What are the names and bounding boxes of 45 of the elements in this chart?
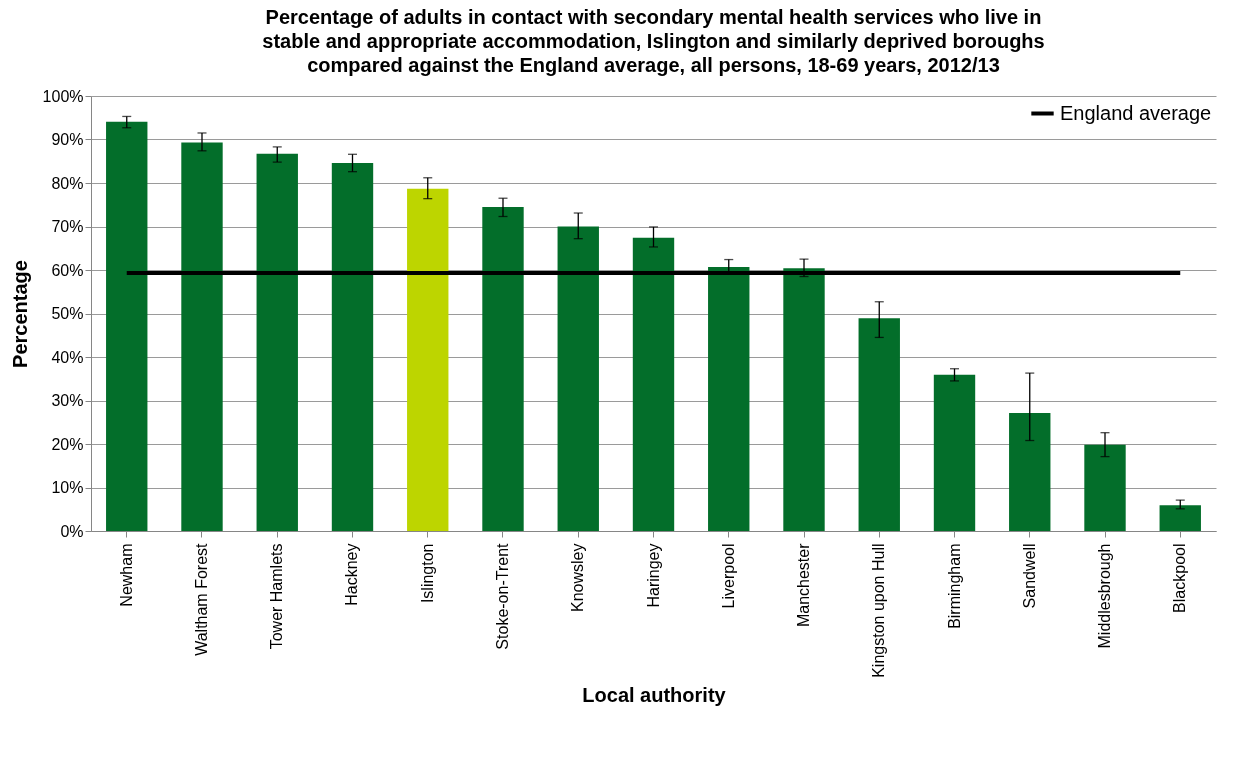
- bar: [181, 142, 223, 531]
- bar: [557, 226, 599, 531]
- bar: [858, 318, 900, 531]
- x-axis-title: Local authority: [582, 683, 727, 706]
- bar: [407, 188, 449, 531]
- x-tick-label: Islington: [418, 543, 436, 604]
- x-tick-label: Tower Hamlets: [268, 543, 286, 650]
- bar: [482, 206, 524, 531]
- x-tick-label: Stoke-on-Trent: [494, 542, 511, 650]
- x-tick-label: Sandwell: [1020, 543, 1038, 609]
- x-tick-label: Birmingham: [945, 543, 963, 629]
- y-tick-label: 50%: [51, 305, 84, 322]
- bar: [783, 268, 825, 531]
- y-tick-label: 10%: [51, 479, 84, 496]
- x-tick-label: Liverpool: [719, 543, 737, 609]
- bar: [256, 153, 298, 531]
- y-tick-label: 90%: [51, 131, 84, 148]
- y-axis-title: Percentage: [8, 260, 31, 368]
- bar: [708, 266, 750, 531]
- y-tick-label: 30%: [51, 392, 84, 409]
- x-tick-label: Hackney: [343, 543, 361, 606]
- bar: [1009, 413, 1051, 531]
- y-tick-label: 80%: [51, 174, 84, 192]
- bar: [331, 162, 374, 531]
- legend-label: England average: [1060, 101, 1212, 124]
- bar: [933, 374, 976, 531]
- x-tick-label: Waltham Forest: [192, 542, 210, 656]
- x-tick-label: Haringey: [644, 543, 662, 608]
- x-tick-label: Kingston upon Hull: [870, 543, 888, 678]
- chart-title: Percentage of adults in contact with secondary mental health services who live in stable and appropriate accommodation, Islington and similarly deprived boroughs compared against the England average, all persons, 18-69 years, 2012/13: [262, 6, 1045, 76]
- x-tick-label: Manchester: [795, 542, 812, 628]
- y-tick-label: 100%: [42, 87, 84, 105]
- bar: [632, 237, 675, 531]
- bar: [1084, 444, 1126, 531]
- y-tick-label: 20%: [51, 435, 84, 453]
- bar: [1159, 505, 1201, 531]
- bar: [106, 121, 148, 531]
- x-tick-label: Middlesbrough: [1096, 543, 1114, 649]
- y-tick-label: 0%: [60, 522, 84, 540]
- y-tick-label: 70%: [51, 218, 84, 235]
- y-tick-label: 40%: [51, 348, 84, 366]
- y-tick-label: 60%: [51, 261, 84, 279]
- x-tick-label: Knowsley: [569, 543, 587, 612]
- x-tick-label: Newham: [117, 543, 135, 607]
- x-tick-label: Blackpool: [1171, 543, 1189, 613]
